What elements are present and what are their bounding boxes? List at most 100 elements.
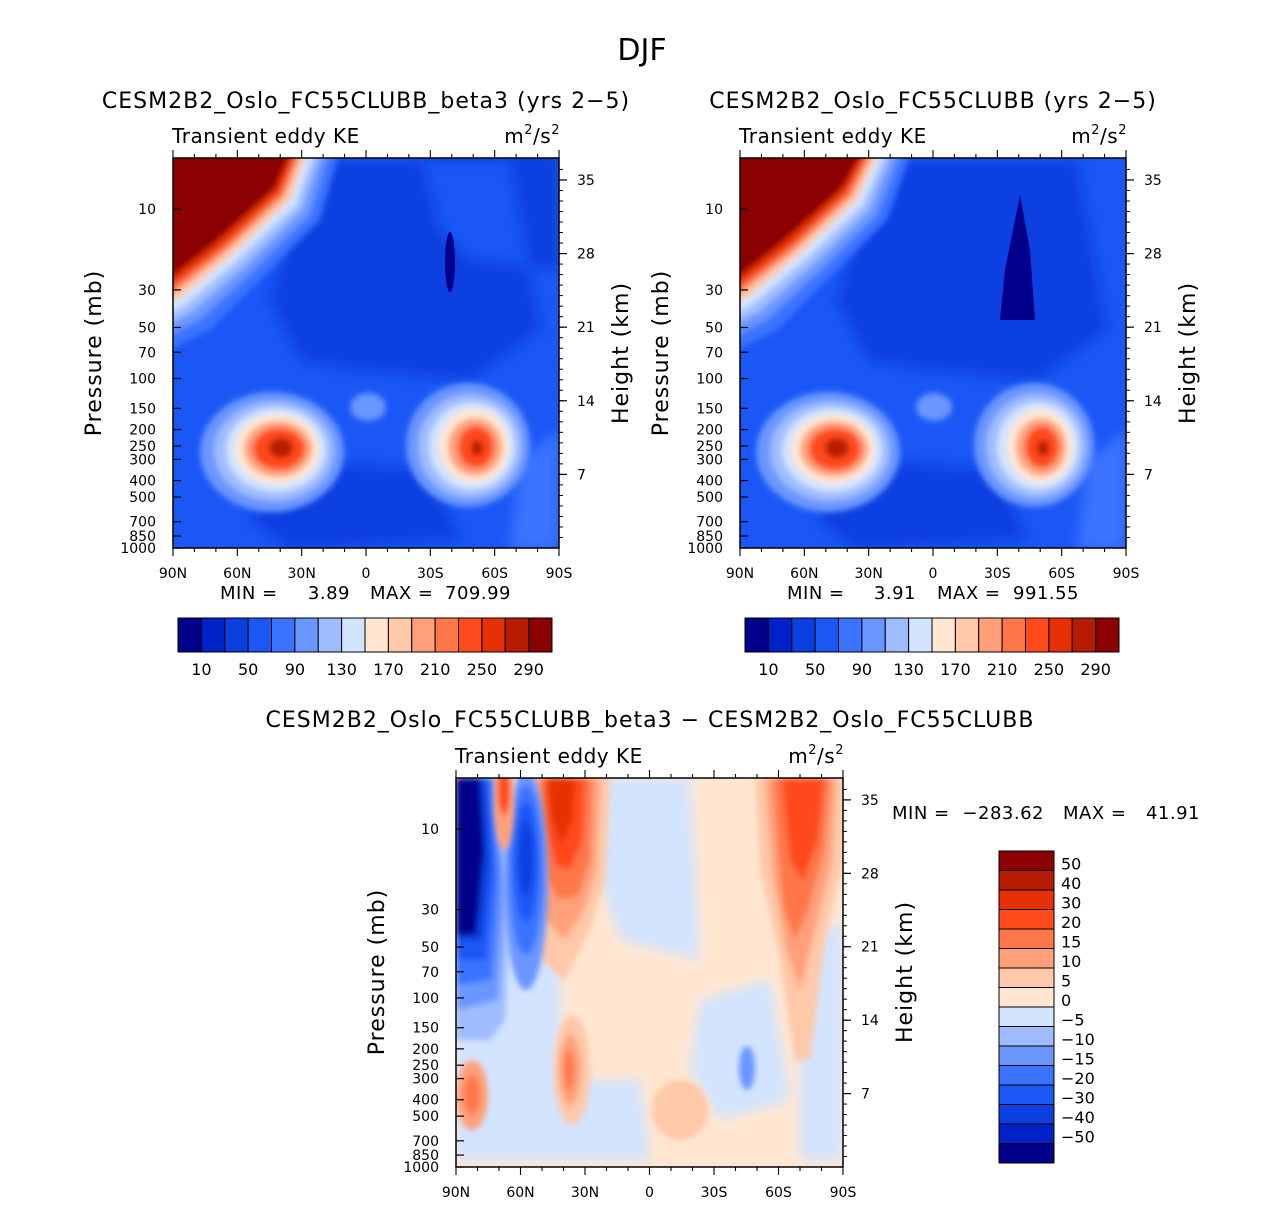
colorbar-swatch	[814, 617, 839, 653]
y-tick-label: 500	[129, 490, 156, 506]
colorbar-label: −5	[1061, 1011, 1085, 1030]
panel-diff-lower-pos-tropics	[652, 1080, 708, 1140]
y2-tick-label: 21	[1144, 320, 1162, 336]
colorbar-swatch	[434, 617, 459, 653]
panel-diff-polar-negative	[456, 778, 510, 1040]
y-tick-label: 70	[138, 345, 156, 361]
colorbar-label: 10	[758, 660, 778, 679]
panel-diff-nh-positive-band	[530, 778, 610, 980]
panel-diff-sh-negative-blob	[739, 1046, 755, 1090]
panel-a-nh-jet-core	[269, 438, 293, 458]
y-tick-label: 300	[412, 1072, 439, 1088]
figure-title: DJF	[617, 33, 666, 68]
y-tick-label: 100	[696, 372, 723, 388]
y-tick-label: 850	[696, 529, 723, 545]
colorbar-label: 210	[987, 660, 1018, 679]
colorbar-label: 0	[1061, 991, 1071, 1010]
x-tick-label: 90S	[546, 566, 573, 582]
x-tick-label: 30S	[701, 1185, 728, 1201]
panel-diff-axes: 1030507010015020025030040050070085010003…	[403, 770, 879, 1201]
y2-tick-label: 28	[1144, 247, 1162, 263]
panel-b-tropical-patch	[916, 393, 952, 421]
panel-b-units: m2/s2	[1071, 123, 1127, 148]
colorbar-swatch	[998, 909, 1055, 930]
colorbar-swatch	[998, 850, 1055, 871]
panel-a-title: CESM2B2_Oslo_FC55CLUBB_beta3 (yrs 2−5)	[102, 89, 630, 114]
colorbar-label: 20	[1061, 913, 1081, 932]
y2-tick-label: 35	[861, 793, 879, 809]
panel-b-min-value: 3.91	[874, 583, 916, 604]
panel-diff-polar-core	[456, 778, 484, 935]
panel-a-max-value: 709.99	[445, 583, 511, 604]
panel-b-vortex-core-1	[740, 158, 860, 276]
panel-diff-field	[456, 778, 843, 1167]
colorbar-swatch	[954, 617, 980, 653]
x-tick-label: 60N	[223, 566, 251, 582]
colorbar-swatch	[838, 617, 863, 653]
panel-diff-sh-positive-band	[755, 778, 843, 1060]
x-tick-label: 90N	[159, 566, 187, 582]
colorbar-swatch	[861, 617, 886, 653]
panel-diff-min-label: MIN =	[892, 803, 950, 824]
colorbar-swatch	[998, 967, 1055, 988]
y2-tick-label: 14	[577, 394, 595, 410]
y-tick-label: 50	[138, 320, 156, 336]
panel-diff-lower-pos-polar-core	[464, 1075, 480, 1115]
panel-a-subtitle: Transient eddy KE	[171, 124, 360, 148]
colorbar-swatch	[528, 617, 553, 653]
colorbar-swatch	[998, 889, 1055, 910]
y-tick-label: 10	[421, 822, 439, 838]
y-tick-label: 1000	[687, 541, 723, 557]
panel-b-max-label: MAX =	[937, 583, 1000, 604]
colorbar-swatch	[791, 617, 816, 653]
colorbar-label: 30	[1061, 894, 1081, 913]
y-tick-label: 150	[129, 401, 156, 417]
y2-tick-label: 28	[861, 866, 879, 882]
y2-tick-label: 35	[577, 173, 595, 189]
panel-diff-light-neg-2	[600, 778, 700, 960]
colorbar-swatch	[998, 1065, 1055, 1086]
y-tick-label: 150	[696, 401, 723, 417]
panel-b-vortex-minimum	[1000, 195, 1035, 320]
colorbar-swatch	[504, 617, 530, 653]
panel-b-field	[740, 158, 1126, 548]
y-tick-label: 30	[138, 283, 156, 299]
x-tick-label: 0	[362, 566, 371, 582]
colorbar-swatch	[224, 617, 249, 653]
panel-diff-y2label: Height (km)	[893, 901, 918, 1043]
y2-tick-label: 21	[861, 940, 879, 956]
colorbar-swatch	[998, 1084, 1055, 1105]
panel-diff-60n-core	[519, 820, 533, 896]
panel-b-min-label: MIN =	[787, 583, 845, 604]
panel-b-y2label: Height (km)	[1176, 282, 1201, 424]
x-tick-label: 30N	[571, 1185, 599, 1201]
y-tick-label: 10	[705, 202, 723, 218]
x-tick-label: 60N	[506, 1185, 534, 1201]
panel-a-min-value: 3.89	[308, 583, 350, 604]
colorbar-label: 250	[467, 660, 498, 679]
panel-diff-75n-positive	[494, 778, 514, 850]
panel-a-nh-jet	[200, 392, 344, 512]
panel-diff-max-label: MAX =	[1063, 803, 1126, 824]
panel-a-ylabel: Pressure (mb)	[82, 270, 107, 437]
y-tick-label: 250	[129, 439, 156, 455]
panel-a-polar-vortex	[173, 158, 338, 349]
colorbar-swatch	[294, 617, 319, 653]
y-tick-label: 500	[412, 1109, 439, 1125]
y-tick-label: 700	[412, 1134, 439, 1150]
y2-tick-label: 7	[577, 467, 586, 483]
panel-a-max-label: MAX =	[370, 583, 433, 604]
colorbar-swatch	[200, 617, 226, 653]
colorbar-swatch	[998, 1143, 1055, 1164]
colorbar-label: 90	[852, 660, 872, 679]
x-tick-label: 90N	[442, 1185, 470, 1201]
y-tick-label: 700	[129, 515, 156, 531]
colorbar-swatch	[364, 617, 389, 653]
y-tick-label: 50	[705, 320, 723, 336]
colorbar-label: 50	[238, 660, 258, 679]
panel-diff-subtitle: Transient eddy KE	[454, 744, 643, 768]
y-tick-label: 700	[696, 515, 723, 531]
x-tick-label: 60S	[481, 566, 508, 582]
x-tick-label: 30S	[984, 566, 1011, 582]
